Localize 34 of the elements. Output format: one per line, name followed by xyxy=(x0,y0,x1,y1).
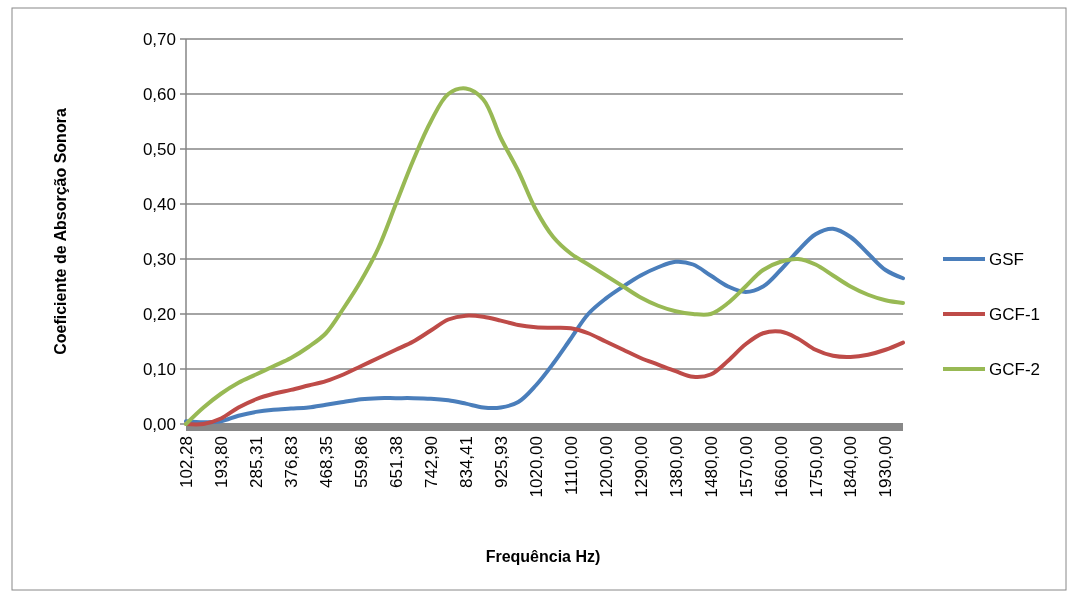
legend-label: GCF-1 xyxy=(989,304,1040,324)
y-tick-label: 0,30 xyxy=(142,249,176,269)
x-tick-label: 1200,00 xyxy=(596,436,616,498)
y-tick-label: 0,10 xyxy=(142,359,176,379)
x-tick-label: 651,38 xyxy=(386,436,406,488)
x-tick-label: 1020,00 xyxy=(526,436,546,498)
x-tick-label: 834,41 xyxy=(456,436,476,488)
x-tick-label: 285,31 xyxy=(246,436,266,488)
legend-label: GCF-2 xyxy=(989,359,1040,379)
x-tick-label: 559,86 xyxy=(351,436,371,488)
x-tick-label: 376,83 xyxy=(281,436,301,488)
y-axis-title: Coeficiente de Absorção Sonora xyxy=(52,108,69,355)
x-tick-label: 1840,00 xyxy=(841,436,861,498)
x-tick-label: 1290,00 xyxy=(631,436,651,498)
x-tick-label: 742,90 xyxy=(421,436,441,488)
y-tick-label: 0,00 xyxy=(142,414,176,434)
x-tick-label: 193,80 xyxy=(211,436,231,488)
x-tick-label: 468,35 xyxy=(316,436,336,488)
x-tick-label: 1480,00 xyxy=(701,436,721,498)
legend-label: GSF xyxy=(989,249,1024,269)
y-tick-label: 0,20 xyxy=(142,304,176,324)
y-tick-label: 0,60 xyxy=(142,84,176,104)
x-axis-title: Frequência Hz) xyxy=(485,548,601,565)
x-tick-label: 1110,00 xyxy=(561,436,581,495)
x-tick-label: 925,93 xyxy=(491,436,511,488)
x-tick-label: 1930,00 xyxy=(876,436,896,498)
x-tick-label: 1660,00 xyxy=(771,436,791,498)
x-tick-label: 1570,00 xyxy=(736,436,756,498)
y-tick-label: 0,40 xyxy=(142,194,176,214)
x-tick-label: 1750,00 xyxy=(806,436,826,498)
y-tick-label: 0,50 xyxy=(142,139,176,159)
x-tick-label: 102,28 xyxy=(176,436,196,488)
y-tick-label: 0,70 xyxy=(142,29,176,49)
x-tick-label: 1380,00 xyxy=(666,436,686,498)
